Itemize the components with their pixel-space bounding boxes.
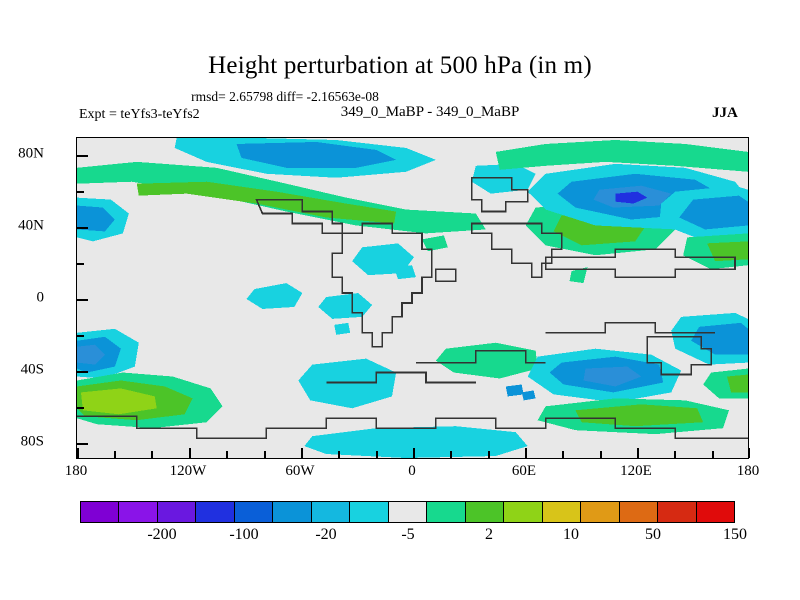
x-tick-100w bbox=[226, 451, 228, 458]
y-tick-60n bbox=[77, 191, 84, 193]
x-tick-180w bbox=[77, 448, 79, 458]
colorbar-segment-10 bbox=[464, 502, 504, 522]
colorbar-segment-16 bbox=[695, 502, 734, 522]
colorbar-segment-3 bbox=[195, 502, 234, 522]
x-tick-100e bbox=[600, 451, 602, 458]
x-tick-120w bbox=[189, 448, 191, 458]
x-axis-label-180e: 180 bbox=[736, 463, 760, 479]
colorbar-label-8: 150 bbox=[723, 526, 747, 543]
coastline-outlines bbox=[77, 176, 748, 439]
colorbar-label-7: 50 bbox=[645, 526, 661, 543]
x-tick-140w bbox=[151, 451, 153, 458]
colorbar-segment-15 bbox=[657, 502, 696, 522]
y-tick-40s bbox=[77, 371, 88, 373]
y-tick-80s bbox=[77, 443, 88, 445]
x-tick-40e bbox=[488, 451, 490, 458]
y-axis-label-40s: 40S bbox=[20, 361, 44, 378]
colorbar-segment-2 bbox=[156, 502, 196, 522]
map-plot-area bbox=[76, 137, 750, 459]
x-axis-label-120e: 120E bbox=[620, 463, 652, 479]
colorbar-segment-11 bbox=[503, 502, 542, 522]
y-axis-label-80n: 80N bbox=[18, 145, 44, 162]
case-label: 349_0_MaBP - 349_0_MaBP bbox=[340, 104, 520, 120]
experiment-label: Expt = teYfs3-teYfs2 bbox=[79, 107, 200, 122]
colorbar-segment-6 bbox=[310, 502, 350, 522]
colorbar-label-6: 10 bbox=[563, 526, 579, 543]
x-axis-label-60e: 60E bbox=[511, 463, 537, 479]
colorbar-label-3: -20 bbox=[315, 526, 337, 543]
x-tick-160e bbox=[712, 451, 714, 458]
x-tick-180e bbox=[748, 448, 750, 458]
x-tick-60e bbox=[525, 448, 527, 458]
colorbar-segment-4 bbox=[233, 502, 273, 522]
colorbar-segment-9 bbox=[426, 502, 465, 522]
colorbar-label-4: -5 bbox=[401, 526, 415, 543]
x-axis-label-60w: 60W bbox=[285, 463, 315, 479]
x-axis-label-180w: 180 bbox=[64, 463, 88, 479]
contour-field bbox=[77, 138, 748, 458]
colorbar-segment-13 bbox=[580, 502, 619, 522]
colorbar-label-1: -200 bbox=[147, 526, 177, 543]
colorbar-segment-12 bbox=[541, 502, 581, 522]
season-label: JJA bbox=[712, 105, 738, 121]
colorbar-label-2: -100 bbox=[229, 526, 259, 543]
y-axis-label-40n: 40N bbox=[18, 217, 44, 234]
colorbar-segment-7 bbox=[349, 502, 388, 522]
contour-shapes bbox=[77, 138, 748, 458]
x-tick-0 bbox=[413, 448, 415, 458]
y-tick-40n bbox=[77, 227, 88, 229]
y-tick-0 bbox=[77, 299, 88, 301]
y-tick-20s bbox=[77, 335, 84, 337]
y-tick-20n bbox=[77, 263, 84, 265]
colorbar-label-5: 2 bbox=[485, 526, 493, 543]
x-tick-160w bbox=[114, 451, 116, 458]
x-tick-120e bbox=[637, 448, 639, 458]
y-tick-80n bbox=[77, 155, 88, 157]
x-tick-40w bbox=[338, 451, 340, 458]
x-tick-80w bbox=[264, 451, 266, 458]
x-tick-20e bbox=[450, 451, 452, 458]
colorbar-segment-1 bbox=[118, 502, 157, 522]
y-tick-60s bbox=[77, 407, 84, 409]
x-tick-20w bbox=[376, 451, 378, 458]
colorbar-segment-14 bbox=[618, 502, 658, 522]
x-tick-80e bbox=[562, 451, 564, 458]
y-axis-label-80s: 80S bbox=[20, 433, 44, 450]
x-axis-label-0: 0 bbox=[408, 463, 416, 479]
x-axis-label-120w: 120W bbox=[169, 463, 207, 479]
colorbar bbox=[80, 501, 735, 523]
colorbar-segment-5 bbox=[272, 502, 311, 522]
page-title: Height perturbation at 500 hPa (in m) bbox=[208, 52, 592, 79]
statistics-text: rmsd= 2.65798 diff= -2.16563e-08 bbox=[191, 89, 379, 104]
colorbar-segment-8 bbox=[387, 502, 427, 522]
x-tick-140e bbox=[674, 451, 676, 458]
x-tick-60w bbox=[301, 448, 303, 458]
colorbar-segment-0 bbox=[81, 502, 119, 522]
y-axis-label-0: 0 bbox=[36, 289, 45, 306]
